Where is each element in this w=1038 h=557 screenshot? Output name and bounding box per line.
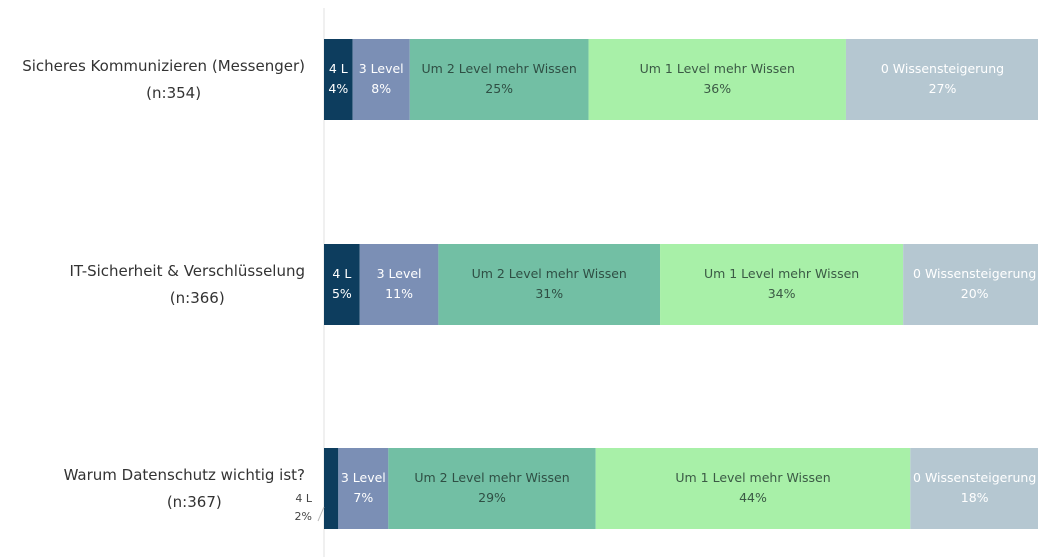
segment-value: 7% (353, 490, 373, 505)
segment-name: 3 Level (377, 266, 422, 281)
category-note: (n:366) (170, 289, 225, 307)
segment-labels: Um 1 Level mehr Wissen 36% (640, 61, 795, 96)
segment-value: 20% (961, 286, 989, 301)
segment-name: Um 2 Level mehr Wissen (422, 61, 577, 76)
segment-labels: 0 Wissensteigerung 20% (913, 266, 1036, 301)
segment-value: 2% (295, 510, 312, 523)
bar-segment (438, 244, 661, 325)
segment-labels: 0 Wissensteigerung 18% (913, 470, 1036, 505)
segment-value: 25% (485, 81, 513, 96)
segment-name: 3 Level (359, 61, 404, 76)
segment-labels: 4 L5% (332, 266, 352, 301)
bar-segment (338, 448, 389, 529)
segment-labels: Um 1 Level mehr Wissen 44% (675, 470, 830, 505)
segment-name: Um 1 Level mehr Wissen (640, 61, 795, 76)
segment-value: 44% (739, 490, 767, 505)
segment-labels: 3 Level 7% (341, 470, 386, 505)
segment-value: 27% (929, 81, 957, 96)
segment-name: 3 Level (341, 470, 386, 485)
segment-labels: Um 1 Level mehr Wissen 34% (704, 266, 859, 301)
segment-name: 0 Wissensteigerung (913, 470, 1036, 485)
category-label: Warum Datenschutz wichtig ist? (64, 466, 305, 484)
segment-value: 34% (768, 286, 796, 301)
bar-segment (324, 244, 360, 325)
category-note: (n:354) (146, 84, 201, 102)
segment-name: Um 1 Level mehr Wissen (704, 266, 859, 281)
bar-segment (388, 448, 596, 529)
segment-value: 29% (478, 490, 506, 505)
segment-name: Um 2 Level mehr Wissen (472, 266, 627, 281)
leader-line (317, 506, 325, 522)
segment-labels: 4 L4% (328, 61, 348, 96)
category-note: (n:367) (167, 493, 222, 511)
bar-segment (324, 39, 353, 120)
segment-name: 0 Wissensteigerung (881, 61, 1004, 76)
bar-segment (910, 448, 1038, 529)
segment-name: Um 2 Level mehr Wissen (414, 470, 569, 485)
bar-segment (352, 39, 410, 120)
bar-segment (359, 244, 439, 325)
segment-value: 36% (703, 81, 731, 96)
bar-segment (660, 244, 904, 325)
bar-segment (324, 448, 339, 529)
segment-name: 4 L (295, 492, 312, 505)
segment-value: 11% (385, 286, 413, 301)
segment-labels: 0 Wissensteigerung 27% (881, 61, 1004, 96)
segment-labels: 3 Level 8% (359, 61, 404, 96)
bar-segment (588, 39, 846, 120)
segment-name: Um 1 Level mehr Wissen (675, 470, 830, 485)
segment-value: 18% (961, 490, 989, 505)
segment-labels: 3 Level 11% (377, 266, 422, 301)
category-label: IT-Sicherheit & Verschlüsselung (69, 262, 305, 280)
segment-labels: Um 2 Level mehr Wissen 31% (472, 266, 627, 301)
segment-name: 0 Wissensteigerung (913, 266, 1036, 281)
bar-segment (409, 39, 589, 120)
bar-segment (845, 39, 1038, 120)
segment-name: 4 L (332, 266, 351, 281)
segment-value: 4% (328, 81, 348, 96)
segment-labels: Um 2 Level mehr Wissen 25% (422, 61, 577, 96)
bar-segment (903, 244, 1038, 325)
bar-segment (595, 448, 911, 529)
segment-labels: Um 2 Level mehr Wissen 29% (414, 470, 569, 505)
category-label: Sicheres Kommunizieren (Messenger) (22, 57, 305, 75)
segment-value: 5% (332, 286, 352, 301)
segment-value: 8% (371, 81, 391, 96)
segment-name: 4 L (329, 61, 348, 76)
segment-value: 31% (535, 286, 563, 301)
